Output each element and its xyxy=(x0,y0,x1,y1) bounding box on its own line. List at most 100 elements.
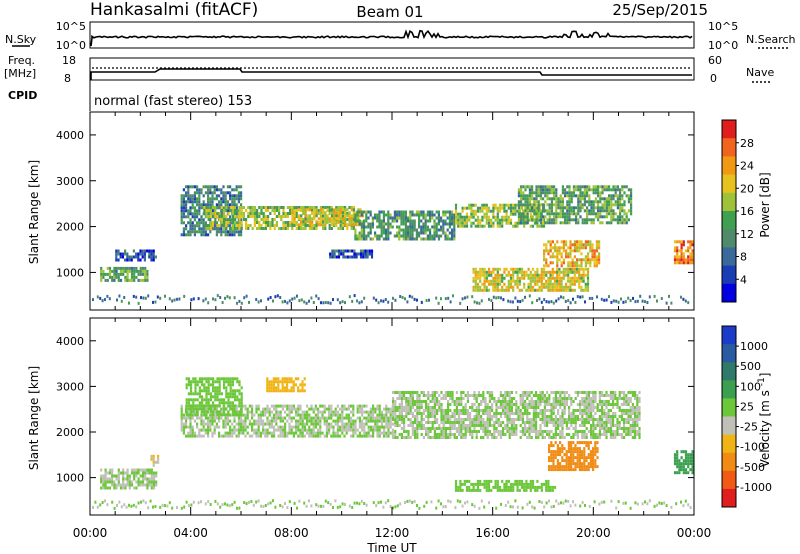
heatmap-cell xyxy=(353,294,356,298)
heatmap-cell xyxy=(553,194,556,198)
heatmap-cell xyxy=(398,412,401,415)
heatmap-cell xyxy=(306,431,309,435)
heatmap-cell xyxy=(665,301,668,305)
heatmap-cell xyxy=(303,413,306,417)
heatmap-cell xyxy=(520,218,523,222)
heatmap-cell xyxy=(422,412,425,415)
heatmap-cell xyxy=(205,389,208,393)
heatmap-cell xyxy=(369,416,372,420)
heatmap-cell xyxy=(409,409,412,412)
heatmap-cell xyxy=(403,427,406,430)
heatmap-cell xyxy=(220,434,223,438)
heatmap-cell xyxy=(433,427,436,430)
heatmap-cell xyxy=(483,206,486,210)
heatmap-cell xyxy=(201,401,204,405)
heatmap-cell xyxy=(329,252,332,256)
heatmap-cell xyxy=(451,391,454,394)
heatmap-cell xyxy=(427,406,430,409)
heatmap-cell xyxy=(314,431,317,435)
heatmap-cell xyxy=(396,409,399,412)
heatmap-cell xyxy=(383,434,386,438)
heatmap-cell xyxy=(580,285,583,289)
heatmap-cell xyxy=(150,468,153,472)
heatmap-cell xyxy=(575,206,578,210)
heatmap-cell xyxy=(130,266,134,270)
heatmap-cell xyxy=(653,294,656,298)
heatmap-cell xyxy=(268,407,271,411)
heatmap-cell xyxy=(240,194,243,198)
heatmap-cell xyxy=(277,410,280,414)
heatmap-cell xyxy=(213,410,216,414)
heatmap-cell xyxy=(358,407,361,411)
heatmap-cell xyxy=(605,197,608,201)
heatmap-cell xyxy=(315,208,318,212)
heatmap-cell xyxy=(363,410,366,414)
heatmap-cell xyxy=(128,474,131,478)
heatmap-cell xyxy=(234,413,237,417)
heatmap-cell xyxy=(308,413,311,417)
heatmap-cell xyxy=(586,209,589,213)
heatmap-cell xyxy=(514,209,517,213)
heatmap-cell xyxy=(576,264,579,268)
heatmap-cell xyxy=(324,301,327,304)
heatmap-cell xyxy=(569,270,572,274)
heatmap-cell xyxy=(479,221,482,225)
heatmap-cell xyxy=(492,221,495,225)
heatmap-cell xyxy=(115,272,118,276)
heatmap-cell xyxy=(578,285,581,289)
heatmap-cell xyxy=(440,433,443,436)
heatmap-cell xyxy=(457,221,460,225)
heatmap-cell xyxy=(550,206,553,210)
heatmap-cell xyxy=(238,398,241,402)
heatmap-cell xyxy=(253,209,256,212)
heatmap-cell xyxy=(354,222,357,226)
heatmap-cell xyxy=(403,415,406,418)
heatmap-cell xyxy=(281,434,284,438)
heatmap-cell xyxy=(115,477,118,481)
heatmap-cell xyxy=(580,267,583,271)
heatmap-cell xyxy=(306,428,309,432)
heatmap-cell xyxy=(496,215,499,219)
heatmap-cell xyxy=(565,243,568,247)
heatmap-cell xyxy=(344,301,346,305)
heatmap-cell xyxy=(244,434,247,438)
heatmap-cell xyxy=(553,203,556,207)
heatmap-cell xyxy=(231,422,234,426)
heatmap-cell xyxy=(225,221,228,224)
heatmap-cell xyxy=(546,430,549,433)
heatmap-cell xyxy=(473,421,476,424)
heatmap-cell xyxy=(548,397,551,400)
heatmap-cell xyxy=(482,424,485,427)
heatmap-cell xyxy=(255,404,258,408)
heatmap-cell xyxy=(330,425,333,429)
heatmap-cell xyxy=(538,297,541,301)
heatmap-cell xyxy=(463,224,466,228)
heatmap-cell xyxy=(203,386,206,390)
heatmap-cell xyxy=(194,386,197,390)
heatmap-cell xyxy=(689,258,692,262)
heatmap-cell xyxy=(187,215,190,219)
heatmap-cell xyxy=(400,418,403,421)
heatmap-cell xyxy=(480,427,483,430)
heatmap-cell xyxy=(508,409,511,412)
heatmap-cell xyxy=(201,389,204,393)
heatmap-cell xyxy=(471,394,474,397)
heatmap-cell xyxy=(270,416,273,420)
heatmap-cell xyxy=(334,422,337,426)
heatmap-cell xyxy=(682,258,685,262)
heatmap-cell xyxy=(514,221,517,225)
heatmap-cell xyxy=(400,394,403,397)
heatmap-cell xyxy=(182,416,185,420)
heatmap-cell xyxy=(209,212,212,215)
heatmap-cell xyxy=(470,215,473,219)
heatmap-cell xyxy=(268,431,271,435)
heatmap-cell xyxy=(455,436,458,439)
heatmap-cell xyxy=(594,188,597,192)
heatmap-cell xyxy=(603,188,606,192)
heatmap-cell xyxy=(416,409,419,412)
colorbar-tick-label: 28 xyxy=(740,137,754,150)
heatmap-cell xyxy=(121,255,124,259)
heatmap-cell xyxy=(185,383,188,387)
heatmap-cell xyxy=(259,410,262,414)
heatmap-cell xyxy=(442,213,445,217)
